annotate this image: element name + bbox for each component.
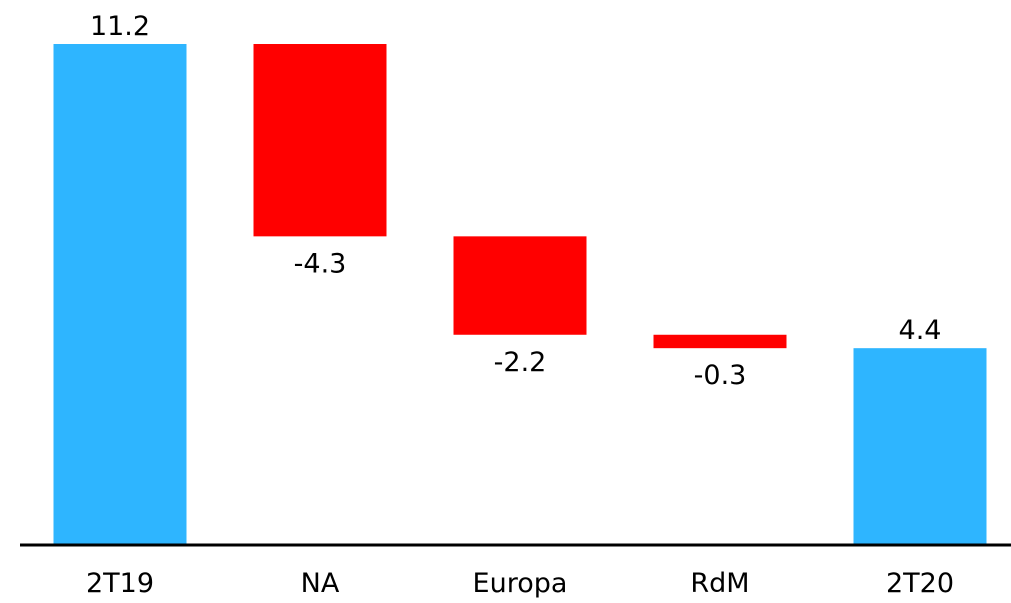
category-labels-layer: 2T19 NA Europa RdM 2T20 xyxy=(86,568,954,599)
category-label-europa: Europa xyxy=(473,568,568,599)
bar-2t20 xyxy=(853,348,987,545)
bar-europa xyxy=(453,236,587,335)
data-label-2t20: 4.4 xyxy=(899,315,942,346)
data-label-europa: -2.2 xyxy=(494,347,547,378)
bar-2t19 xyxy=(53,44,187,545)
bar-rdm xyxy=(653,334,787,349)
data-label-2t19: 11.2 xyxy=(90,11,150,42)
data-labels-layer: 11.2 -4.3 -2.2 -0.3 4.4 xyxy=(90,11,942,391)
bar-na xyxy=(253,44,387,237)
category-label-rdm: RdM xyxy=(690,568,749,599)
bars-layer xyxy=(53,44,987,545)
category-label-2t19: 2T19 xyxy=(86,568,154,599)
category-label-2t20: 2T20 xyxy=(886,568,954,599)
data-label-rdm: -0.3 xyxy=(694,360,747,391)
data-label-na: -4.3 xyxy=(294,248,347,279)
category-label-na: NA xyxy=(301,568,340,599)
